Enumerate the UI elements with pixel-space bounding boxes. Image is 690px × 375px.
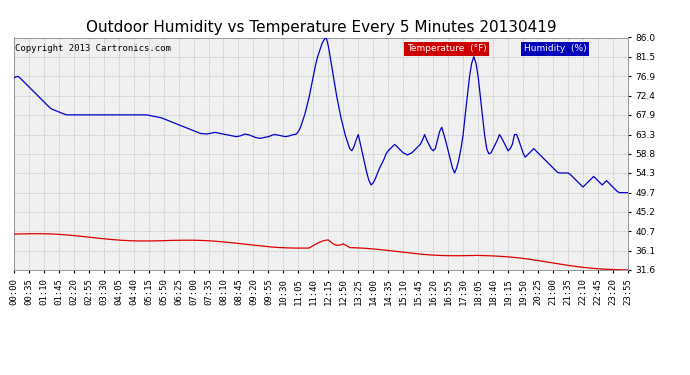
Text: Humidity  (%): Humidity (%) bbox=[524, 45, 586, 54]
Title: Outdoor Humidity vs Temperature Every 5 Minutes 20130419: Outdoor Humidity vs Temperature Every 5 … bbox=[86, 20, 556, 35]
Text: Copyright 2013 Cartronics.com: Copyright 2013 Cartronics.com bbox=[15, 45, 171, 54]
Text: Temperature  (°F): Temperature (°F) bbox=[407, 45, 486, 54]
